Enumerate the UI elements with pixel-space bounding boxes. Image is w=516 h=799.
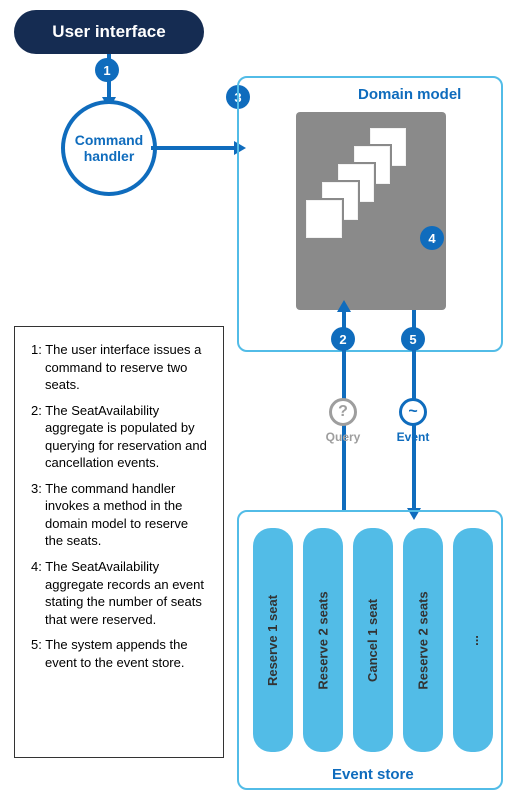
event-store-title: Event store — [332, 766, 414, 783]
event-store-column: Reserve 1 seat — [253, 528, 293, 752]
event-store-column: Cancel 1 seat — [353, 528, 393, 752]
user-interface-pill: User interface — [14, 10, 204, 54]
badge-5: 5 — [401, 327, 425, 351]
badge-2: 2 — [331, 327, 355, 351]
event-store-column-label: Reserve 2 seats — [316, 591, 331, 689]
legend-item: 1: The user interface issues a command t… — [31, 341, 207, 394]
query-icon: ? — [329, 398, 357, 426]
query-label: Query — [323, 430, 363, 444]
arrow-2-head — [337, 300, 351, 312]
arrow-3-line — [151, 146, 236, 150]
event-store-column-label: ... — [466, 635, 481, 646]
event-store-column-label: Reserve 2 seats — [416, 591, 431, 689]
event-store-column: Reserve 2 seats — [403, 528, 443, 752]
domain-model-title: Domain model — [358, 86, 461, 103]
badge-1: 1 — [95, 58, 119, 82]
event-store-column: ... — [453, 528, 493, 752]
legend-item: 3: The command handler invokes a method … — [31, 480, 207, 550]
event-store-column: Reserve 2 seats — [303, 528, 343, 752]
command-handler-label-1: Command — [75, 132, 143, 148]
event-icon: ~ — [399, 398, 427, 426]
legend-box: 1: The user interface issues a command t… — [14, 326, 224, 758]
command-handler-node: Command handler — [61, 100, 157, 196]
command-handler-label-2: handler — [75, 148, 143, 164]
legend-item: 4: The SeatAvailability aggregate record… — [31, 558, 207, 628]
diagram-canvas: User interface 1 Command handler 3 Domai… — [0, 0, 516, 799]
event-label: Event — [393, 430, 433, 444]
event-store-column-label: Cancel 1 seat — [366, 598, 381, 681]
legend-item: 2: The SeatAvailability aggregate is pop… — [31, 402, 207, 472]
badge-4: 4 — [420, 226, 444, 250]
event-store-column-label: Reserve 1 seat — [266, 594, 281, 685]
aggregate-label: SeatAvailability aggregate — [296, 372, 446, 404]
user-interface-label: User interface — [52, 22, 165, 42]
document-icon — [304, 198, 344, 240]
legend-item: 5: The system appends the event to the e… — [31, 636, 207, 671]
